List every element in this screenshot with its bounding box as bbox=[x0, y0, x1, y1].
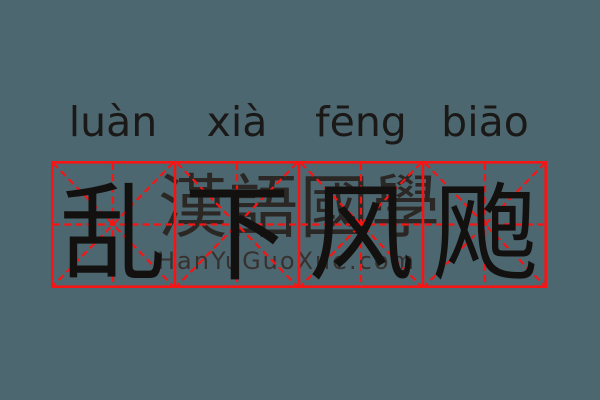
hanzi-character: 风 bbox=[308, 172, 414, 296]
character-row: 乱下风飑 bbox=[51, 161, 547, 296]
pinyin-syllable: luàn bbox=[68, 98, 158, 146]
pinyin-syllable: biāo bbox=[441, 98, 529, 146]
tianzige-grid bbox=[51, 161, 547, 288]
hanzi-character: 飑 bbox=[432, 172, 538, 296]
hanzi-character: 下 bbox=[184, 172, 290, 296]
pinyin-syllable: fēng bbox=[315, 98, 407, 146]
watermark-url-text: HanYuGuoXue.com bbox=[157, 247, 416, 275]
hanzi-character: 乱 bbox=[60, 172, 166, 296]
pinyin-syllable: xià bbox=[206, 98, 268, 146]
pinyin-row: luàn xià fēng biāo bbox=[51, 96, 547, 148]
